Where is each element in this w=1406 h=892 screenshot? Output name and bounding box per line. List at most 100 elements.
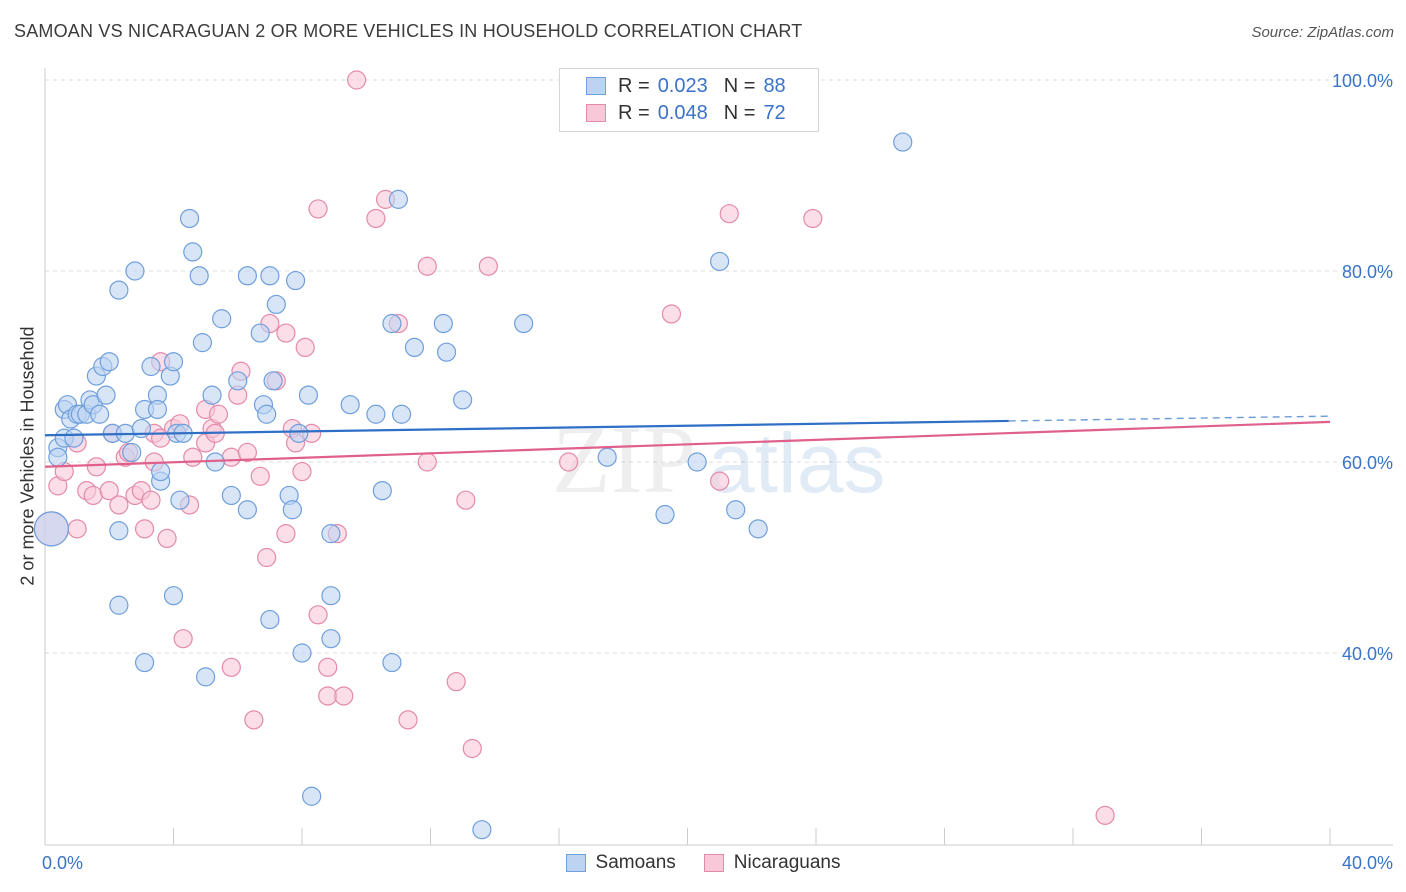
samoans-point	[202, 385, 222, 405]
samoans-point	[96, 385, 116, 405]
samoans-legend-swatch	[565, 854, 586, 872]
legend-item-samoans[interactable]: Samoans	[565, 852, 676, 874]
samoans-trend-line-extension	[1008, 415, 1331, 422]
series-legend: Samoans Nicaraguans	[0, 852, 1406, 874]
nicaraguans-point	[719, 204, 739, 224]
samoans-point	[436, 342, 457, 362]
samoans-point	[48, 447, 68, 467]
samoans-point	[472, 820, 492, 840]
nicaraguans-point	[86, 457, 107, 477]
y-tick-label: 60.0%	[1342, 453, 1393, 473]
nicaraguans-point	[308, 605, 328, 625]
legend-r-label: R =	[618, 101, 650, 124]
nicaraguans-point	[221, 447, 241, 467]
samoans-point	[212, 309, 232, 329]
nicaraguans-point	[237, 442, 257, 463]
samoans-point	[179, 208, 200, 229]
nicaraguans-point	[134, 519, 155, 539]
nicaraguans-point	[1095, 805, 1115, 825]
nicaraguans-point	[109, 495, 129, 515]
axes	[44, 68, 1393, 846]
samoans-point	[292, 643, 312, 663]
nicaraguans-trend-line	[44, 420, 1331, 468]
nicaraguans-point	[803, 208, 823, 229]
nicaraguans-point	[398, 710, 418, 730]
samoans-point	[221, 485, 241, 506]
samoans-point	[237, 500, 257, 520]
samoans-point	[196, 667, 216, 687]
legend-r-value: 0.023	[657, 74, 708, 97]
x-tick-label: 40.0%	[1342, 853, 1393, 873]
samoans-point	[64, 428, 84, 448]
samoans-point	[237, 266, 257, 286]
nicaraguans-point	[661, 304, 682, 324]
nicaraguans-point	[334, 686, 354, 706]
samoans-point	[298, 385, 319, 405]
legend-n-label: N =	[723, 101, 756, 124]
samoans-point	[433, 313, 453, 334]
samoans-point	[404, 337, 425, 357]
legend-n-value: 72	[763, 101, 786, 124]
nicaraguans-point	[183, 447, 203, 467]
samoans-swatch	[586, 77, 606, 95]
samoans-point	[260, 266, 280, 286]
nicaraguans-point	[710, 471, 730, 491]
samoans-point	[453, 390, 473, 410]
y-tick-label: 40.0%	[1342, 644, 1393, 664]
samoans-point	[192, 333, 213, 353]
samoans-point	[687, 452, 707, 472]
samoans-point	[514, 313, 534, 334]
nicaraguans-legend-swatch	[703, 854, 724, 872]
samoans-point	[263, 371, 283, 391]
samoans-point	[382, 652, 402, 673]
samoans-point	[391, 404, 412, 424]
samoans-point	[147, 399, 168, 420]
samoans-point	[302, 786, 322, 806]
samoans-point	[109, 595, 129, 615]
nicaraguans-point	[292, 461, 312, 482]
samoans-point	[748, 519, 768, 539]
nicaraguans-point	[208, 404, 229, 424]
nicaraguans-point	[456, 490, 476, 510]
samoans-point	[250, 323, 270, 343]
nicaraguans-point	[478, 256, 498, 276]
samoans-point	[109, 521, 129, 541]
trend-lines	[44, 415, 1331, 468]
samoans-point	[141, 356, 161, 377]
tick-labels: 40.0% 60.0% 80.0% 100.0% 0.0% 40.0%	[42, 71, 1393, 873]
watermark-atlas: atlas	[708, 416, 885, 510]
samoans-point	[282, 500, 302, 520]
nicaraguans-point	[244, 710, 264, 730]
samoans-point	[257, 404, 277, 424]
watermark: ZIP atlas	[552, 406, 885, 513]
nicaraguans-point	[250, 466, 270, 486]
samoans-point	[366, 404, 386, 424]
samoans-point	[388, 189, 408, 209]
y-axis-label: 2 or more Vehicles in Household	[17, 326, 38, 586]
samoans-point	[372, 481, 392, 501]
samoans-point	[33, 511, 70, 547]
samoans-point	[183, 242, 203, 262]
samoans-point	[99, 352, 119, 372]
nicaraguans-point	[67, 519, 87, 539]
samoans-point	[228, 371, 248, 391]
legend-item-nicaraguans[interactable]: Nicaraguans	[703, 852, 840, 874]
nicaraguans-point	[446, 672, 466, 692]
nicaraguans-point	[99, 481, 119, 501]
nicaraguans-point	[295, 337, 315, 357]
y-tick-label: 100.0%	[1332, 71, 1393, 91]
samoans-point	[893, 132, 913, 152]
x-tick-label: 0.0%	[42, 853, 83, 873]
nicaraguans-point	[347, 70, 367, 90]
chart-title: SAMOAN VS NICARAGUAN 2 OR MORE VEHICLES …	[14, 21, 803, 41]
samoans-legend-label: Samoans	[595, 852, 676, 873]
samoans-point	[321, 586, 341, 606]
legend-row-samoans: R = 0.023 N = 88	[586, 75, 786, 97]
samoans-point	[382, 313, 402, 334]
samoans-point	[340, 395, 360, 415]
nicaraguans-point	[417, 256, 437, 276]
chart-source: Source: ZipAtlas.com	[1251, 24, 1394, 41]
nicaraguans-point	[141, 490, 161, 510]
samoans-point	[289, 423, 309, 443]
samoans-point	[163, 352, 184, 372]
